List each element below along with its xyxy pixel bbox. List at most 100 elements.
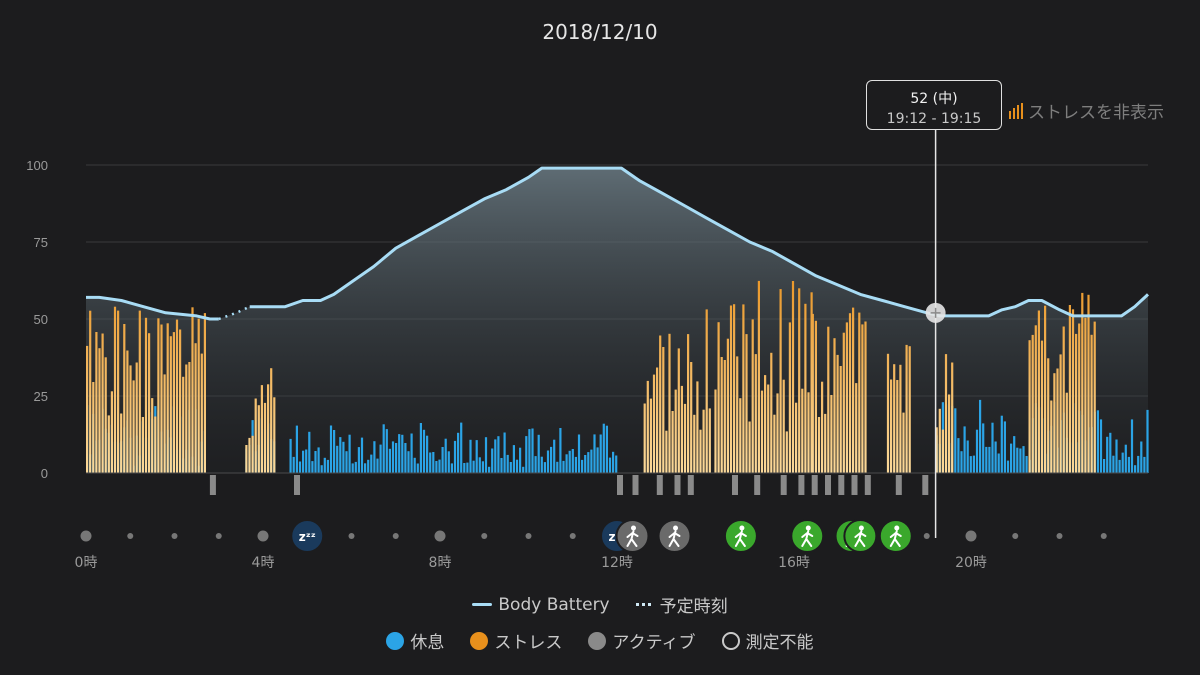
active-block: [825, 475, 831, 495]
stress-bar: [677, 348, 680, 473]
rest-bar: [975, 429, 979, 473]
rest-bar: [484, 437, 488, 473]
stress-bar: [110, 391, 113, 473]
stress-bar: [101, 333, 104, 473]
tooltip-value: 52 (中): [910, 91, 958, 107]
stress-bar: [151, 398, 154, 473]
active-block: [656, 475, 663, 495]
stress-bar: [951, 362, 954, 473]
rest-bar: [357, 447, 360, 473]
rest-bar: [367, 459, 370, 473]
stress-bar: [113, 306, 117, 473]
rest-bar: [1121, 452, 1124, 473]
stress-bar: [751, 319, 754, 473]
rest-bar: [391, 441, 395, 473]
rest-bar: [320, 465, 323, 473]
rest-bar: [957, 438, 960, 473]
stress-bar: [1062, 326, 1065, 473]
rest-bar: [1106, 436, 1109, 473]
rest-bar: [562, 460, 565, 473]
rest-bar: [590, 449, 593, 473]
stress-bar: [132, 380, 135, 473]
rest-bar: [1096, 410, 1099, 473]
stress-bar: [705, 309, 708, 473]
rest-bar: [370, 454, 373, 473]
stress-bar: [696, 381, 699, 473]
stress-bar: [1081, 292, 1084, 473]
timeline-dot: [215, 533, 222, 539]
stress-bar: [248, 437, 251, 473]
stress-bar: [154, 416, 157, 473]
stress-bar: [1044, 305, 1047, 473]
stress-bar: [172, 332, 175, 473]
rest-bar: [441, 447, 444, 473]
rest-bar: [351, 463, 354, 473]
stress-bar: [191, 307, 194, 473]
rest-bar: [1146, 409, 1149, 473]
stress-bar: [98, 348, 101, 473]
rest-bar: [528, 429, 531, 473]
rest-bar: [429, 452, 432, 473]
stress-bar: [726, 338, 729, 473]
stress-toggle-label: ストレスを非表示: [1028, 103, 1164, 123]
legend-stress[interactable]: ストレス: [470, 628, 562, 653]
stress-bar: [824, 413, 827, 473]
stress-bar: [148, 333, 151, 473]
rest-bar: [1140, 441, 1143, 473]
legend-unmeasurable[interactable]: 測定不能: [721, 628, 814, 653]
legend-body-battery[interactable]: Body Battery: [472, 592, 610, 617]
legend-rest[interactable]: 休息: [386, 628, 444, 653]
stress-hide-toggle[interactable]: ストレスを非表示: [1008, 98, 1164, 123]
stress-bar: [864, 321, 867, 473]
stress-bar: [270, 368, 273, 473]
battery-line: [249, 166, 1150, 318]
stress-bar: [798, 288, 801, 473]
rest-bar: [407, 451, 410, 473]
rest-dot-swatch: [386, 631, 405, 650]
rest-bar: [565, 454, 568, 473]
tooltip-range: 19:12 - 19:15: [886, 111, 982, 127]
stress-bar: [720, 357, 723, 473]
stress-bar: [200, 353, 203, 473]
legend-scheduled[interactable]: 予定時刻: [635, 592, 728, 617]
stress-bar: [848, 313, 852, 473]
active-block: [895, 475, 902, 495]
stress-bar: [129, 365, 132, 473]
stress-bar: [941, 429, 944, 473]
rest-bar: [382, 424, 385, 473]
rest-bar: [596, 447, 599, 473]
x-tick-label: 20時: [955, 555, 987, 571]
rest-bar: [373, 441, 376, 473]
rest-bar: [571, 449, 574, 473]
stress-bar: [821, 381, 824, 473]
stress-bar: [1040, 340, 1044, 473]
rest-bar: [1109, 432, 1112, 473]
stress-bar: [646, 380, 649, 473]
stress-bar: [175, 319, 179, 473]
timeline-dot: [257, 530, 269, 542]
rest-bar: [534, 456, 537, 473]
active-block: [864, 475, 871, 495]
x-tick-label: 0時: [75, 555, 98, 571]
stress-bar: [833, 338, 836, 473]
stress-bar: [182, 376, 185, 473]
active-block: [209, 475, 216, 495]
stress-bar: [785, 431, 788, 473]
rest-bar: [1022, 446, 1025, 473]
walk-figure-head: [630, 525, 636, 531]
active-block: [811, 475, 818, 495]
stress-bar: [659, 335, 662, 473]
rest-bar: [488, 466, 491, 473]
stress-bar: [767, 384, 770, 473]
legend-active[interactable]: アクティブ: [588, 628, 696, 653]
stress-bar: [656, 367, 659, 473]
stress-bar: [687, 334, 690, 473]
stress-bar: [1071, 309, 1075, 473]
stress-bar: [665, 430, 668, 473]
stress-bar: [273, 397, 276, 473]
rest-bar: [478, 457, 481, 473]
stress-bar: [643, 403, 646, 473]
rest-bar: [543, 462, 546, 473]
stress-bar: [117, 310, 120, 473]
